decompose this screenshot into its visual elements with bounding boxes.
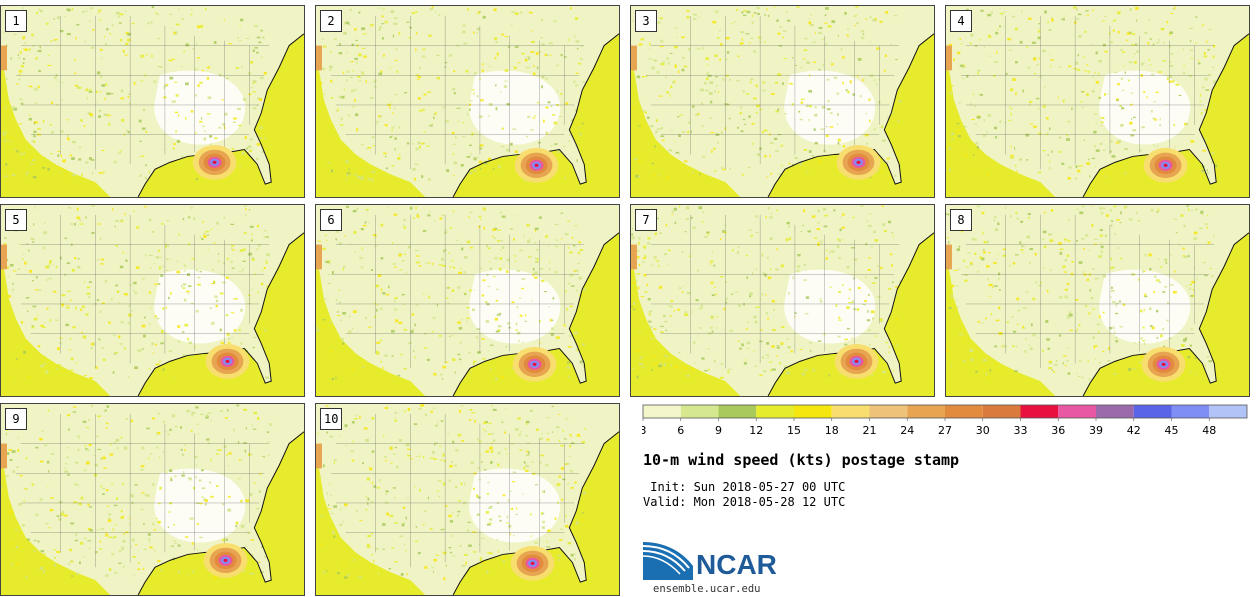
ensemble-member-panel-9: 9: [0, 403, 305, 596]
ensemble-member-panel-8: 8: [945, 204, 1250, 397]
colorbar-segment: [643, 405, 681, 418]
wind-speed-colorbar: 3 6 9 12 15 18 21 24 27 30 33 36 39 42 45 48: [642, 404, 1248, 437]
colorbar-segment: [680, 405, 719, 418]
product-title: 10-m wind speed (kts) postage stamp: [643, 451, 960, 469]
wind-speed-map: [631, 6, 934, 197]
colorbar-segment: [1209, 405, 1247, 418]
colorbar-tick-label: 6: [677, 424, 684, 437]
colorbar-segment: [718, 405, 757, 418]
colorbar-tick-label: 3: [642, 424, 647, 437]
ensemble-member-panel-5: 5: [0, 204, 305, 397]
storm-core: [854, 359, 859, 363]
colorbar-tick-label: 12: [749, 424, 763, 437]
member-number-label: 5: [5, 209, 27, 231]
land-area: [316, 205, 619, 396]
member-number-label: 2: [320, 10, 342, 32]
colorbar-tick-label: 27: [938, 424, 952, 437]
storm-core: [530, 561, 535, 565]
init-time: Init: Sun 2018-05-27 00 UTC: [643, 480, 846, 494]
wind-speed-map: [946, 6, 1249, 197]
colorbar-tick-label: 45: [1165, 424, 1179, 437]
ensemble-member-panel-3: 3: [630, 5, 935, 198]
wind-speed-map: [1, 6, 304, 197]
ensemble-member-panel-1: 1: [0, 5, 305, 198]
ensemble-member-panel-2: 2: [315, 5, 620, 198]
colorbar-segment: [1171, 405, 1210, 418]
colorbar-tick-label: 18: [825, 424, 839, 437]
colorbar-segment: [945, 405, 983, 418]
colorbar-segment: [982, 405, 1021, 418]
colorbar-tick-label: 15: [787, 424, 801, 437]
colorbar-segment: [907, 405, 945, 418]
colorbar-tick-label: 21: [863, 424, 877, 437]
colorbar-tick-label: 30: [976, 424, 990, 437]
member-number-label: 6: [320, 209, 342, 231]
colorbar-tick-label: 24: [900, 424, 914, 437]
wind-speed-map: [316, 6, 619, 197]
wind-speed-map: [1, 404, 304, 595]
colorbar-tick-label: 33: [1014, 424, 1028, 437]
colorbar-segment: [831, 405, 870, 418]
member-number-label: 4: [950, 10, 972, 32]
member-number-label: 9: [5, 408, 27, 430]
storm-core: [223, 558, 228, 562]
storm-core: [225, 359, 230, 363]
member-number-label: 1: [5, 10, 27, 32]
colorbar-tick-label: 42: [1127, 424, 1141, 437]
colorbar-segment: [1133, 405, 1172, 418]
member-number-label: 3: [635, 10, 657, 32]
storm-core: [212, 160, 217, 164]
colorbar-tick-label: 48: [1202, 424, 1216, 437]
storm-core: [532, 362, 537, 366]
member-number-label: 8: [950, 209, 972, 231]
colorbar-segment: [756, 405, 794, 418]
wind-speed-map: [1, 205, 304, 396]
colorbar-tick-label: 39: [1089, 424, 1103, 437]
wind-speed-map: [946, 205, 1249, 396]
colorbar-tick-label: 9: [715, 424, 722, 437]
storm-core: [1161, 362, 1166, 366]
ensemble-member-panel-6: 6: [315, 204, 620, 397]
wind-speed-map: [631, 205, 934, 396]
colorbar-tick-label: 36: [1051, 424, 1065, 437]
ncar-logo-icon: [643, 542, 693, 580]
storm-core: [856, 160, 861, 164]
ensemble-member-panel-10: 10: [315, 403, 620, 596]
wind-speed-map: [316, 205, 619, 396]
wind-speed-map: [316, 404, 619, 595]
land-area: [946, 205, 1249, 396]
colorbar-segment: [794, 405, 832, 418]
ncar-logo-text: NCAR: [696, 549, 777, 580]
storm-core: [534, 163, 539, 167]
colorbar-segment: [1058, 405, 1096, 418]
colorbar-segment: [1020, 405, 1059, 418]
storm-core: [1163, 163, 1168, 167]
site-url: ensemble.ucar.edu: [653, 583, 761, 595]
valid-time: Valid: Mon 2018-05-28 12 UTC: [643, 495, 846, 509]
colorbar-segment: [1096, 405, 1134, 418]
member-number-label: 10: [320, 408, 343, 430]
colorbar-segment: [869, 405, 908, 418]
member-number-label: 7: [635, 209, 657, 231]
ensemble-member-panel-7: 7: [630, 204, 935, 397]
ensemble-member-panel-4: 4: [945, 5, 1250, 198]
